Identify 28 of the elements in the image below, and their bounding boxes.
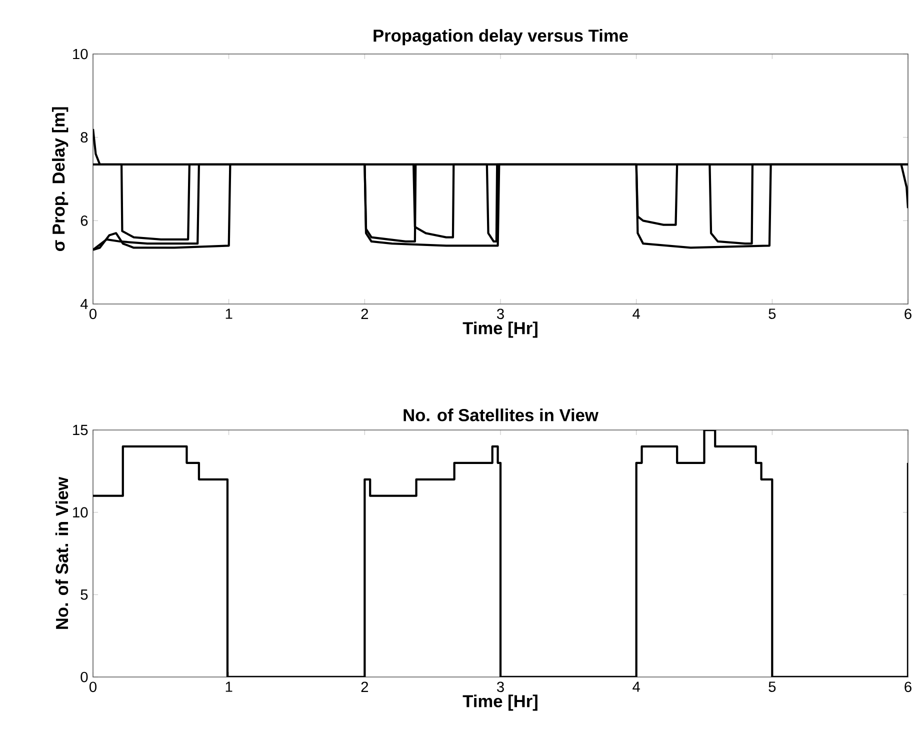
x-tick-label: 1 bbox=[226, 308, 232, 319]
x-tick-label: 2 bbox=[361, 308, 368, 319]
x-tick-label: 0 bbox=[89, 308, 96, 320]
y-tick-label: 10 bbox=[73, 507, 88, 518]
x-tick-label: 6 bbox=[904, 682, 912, 692]
y-tick-label: 0 bbox=[80, 672, 88, 682]
y-tick-label: 6 bbox=[80, 215, 88, 226]
x-tick-label: 0 bbox=[89, 682, 96, 692]
y-tick-label: 15 bbox=[73, 424, 88, 436]
y-tick-label: 5 bbox=[80, 590, 88, 600]
y-tick-label: 10 bbox=[73, 48, 88, 60]
y-tick-label: 4 bbox=[80, 298, 88, 310]
x-tick-label: 3 bbox=[496, 682, 504, 692]
chart-title: Propagation delay versus Time bbox=[374, 29, 628, 46]
x-tick-label: 3 bbox=[496, 308, 504, 320]
x-tick-label: 1 bbox=[226, 682, 232, 692]
y-axis-title: σ Prop. Delay [m] bbox=[52, 107, 68, 252]
x-tick-label: 2 bbox=[361, 682, 368, 692]
chart-title: No. of Satellites in View bbox=[404, 408, 598, 422]
x-tick-label: 5 bbox=[768, 682, 776, 692]
x-tick-label: 4 bbox=[632, 682, 640, 692]
x-tick-label: 4 bbox=[632, 308, 640, 319]
x-axis-title: Time [Hr] bbox=[462, 322, 538, 338]
x-axis-title: Time [Hr] bbox=[462, 694, 538, 711]
y-tick-label: 8 bbox=[80, 132, 88, 143]
x-tick-label: 5 bbox=[768, 308, 776, 319]
y-axis-title: No. of Sat. in View bbox=[55, 476, 68, 629]
x-tick-label: 6 bbox=[904, 308, 912, 320]
